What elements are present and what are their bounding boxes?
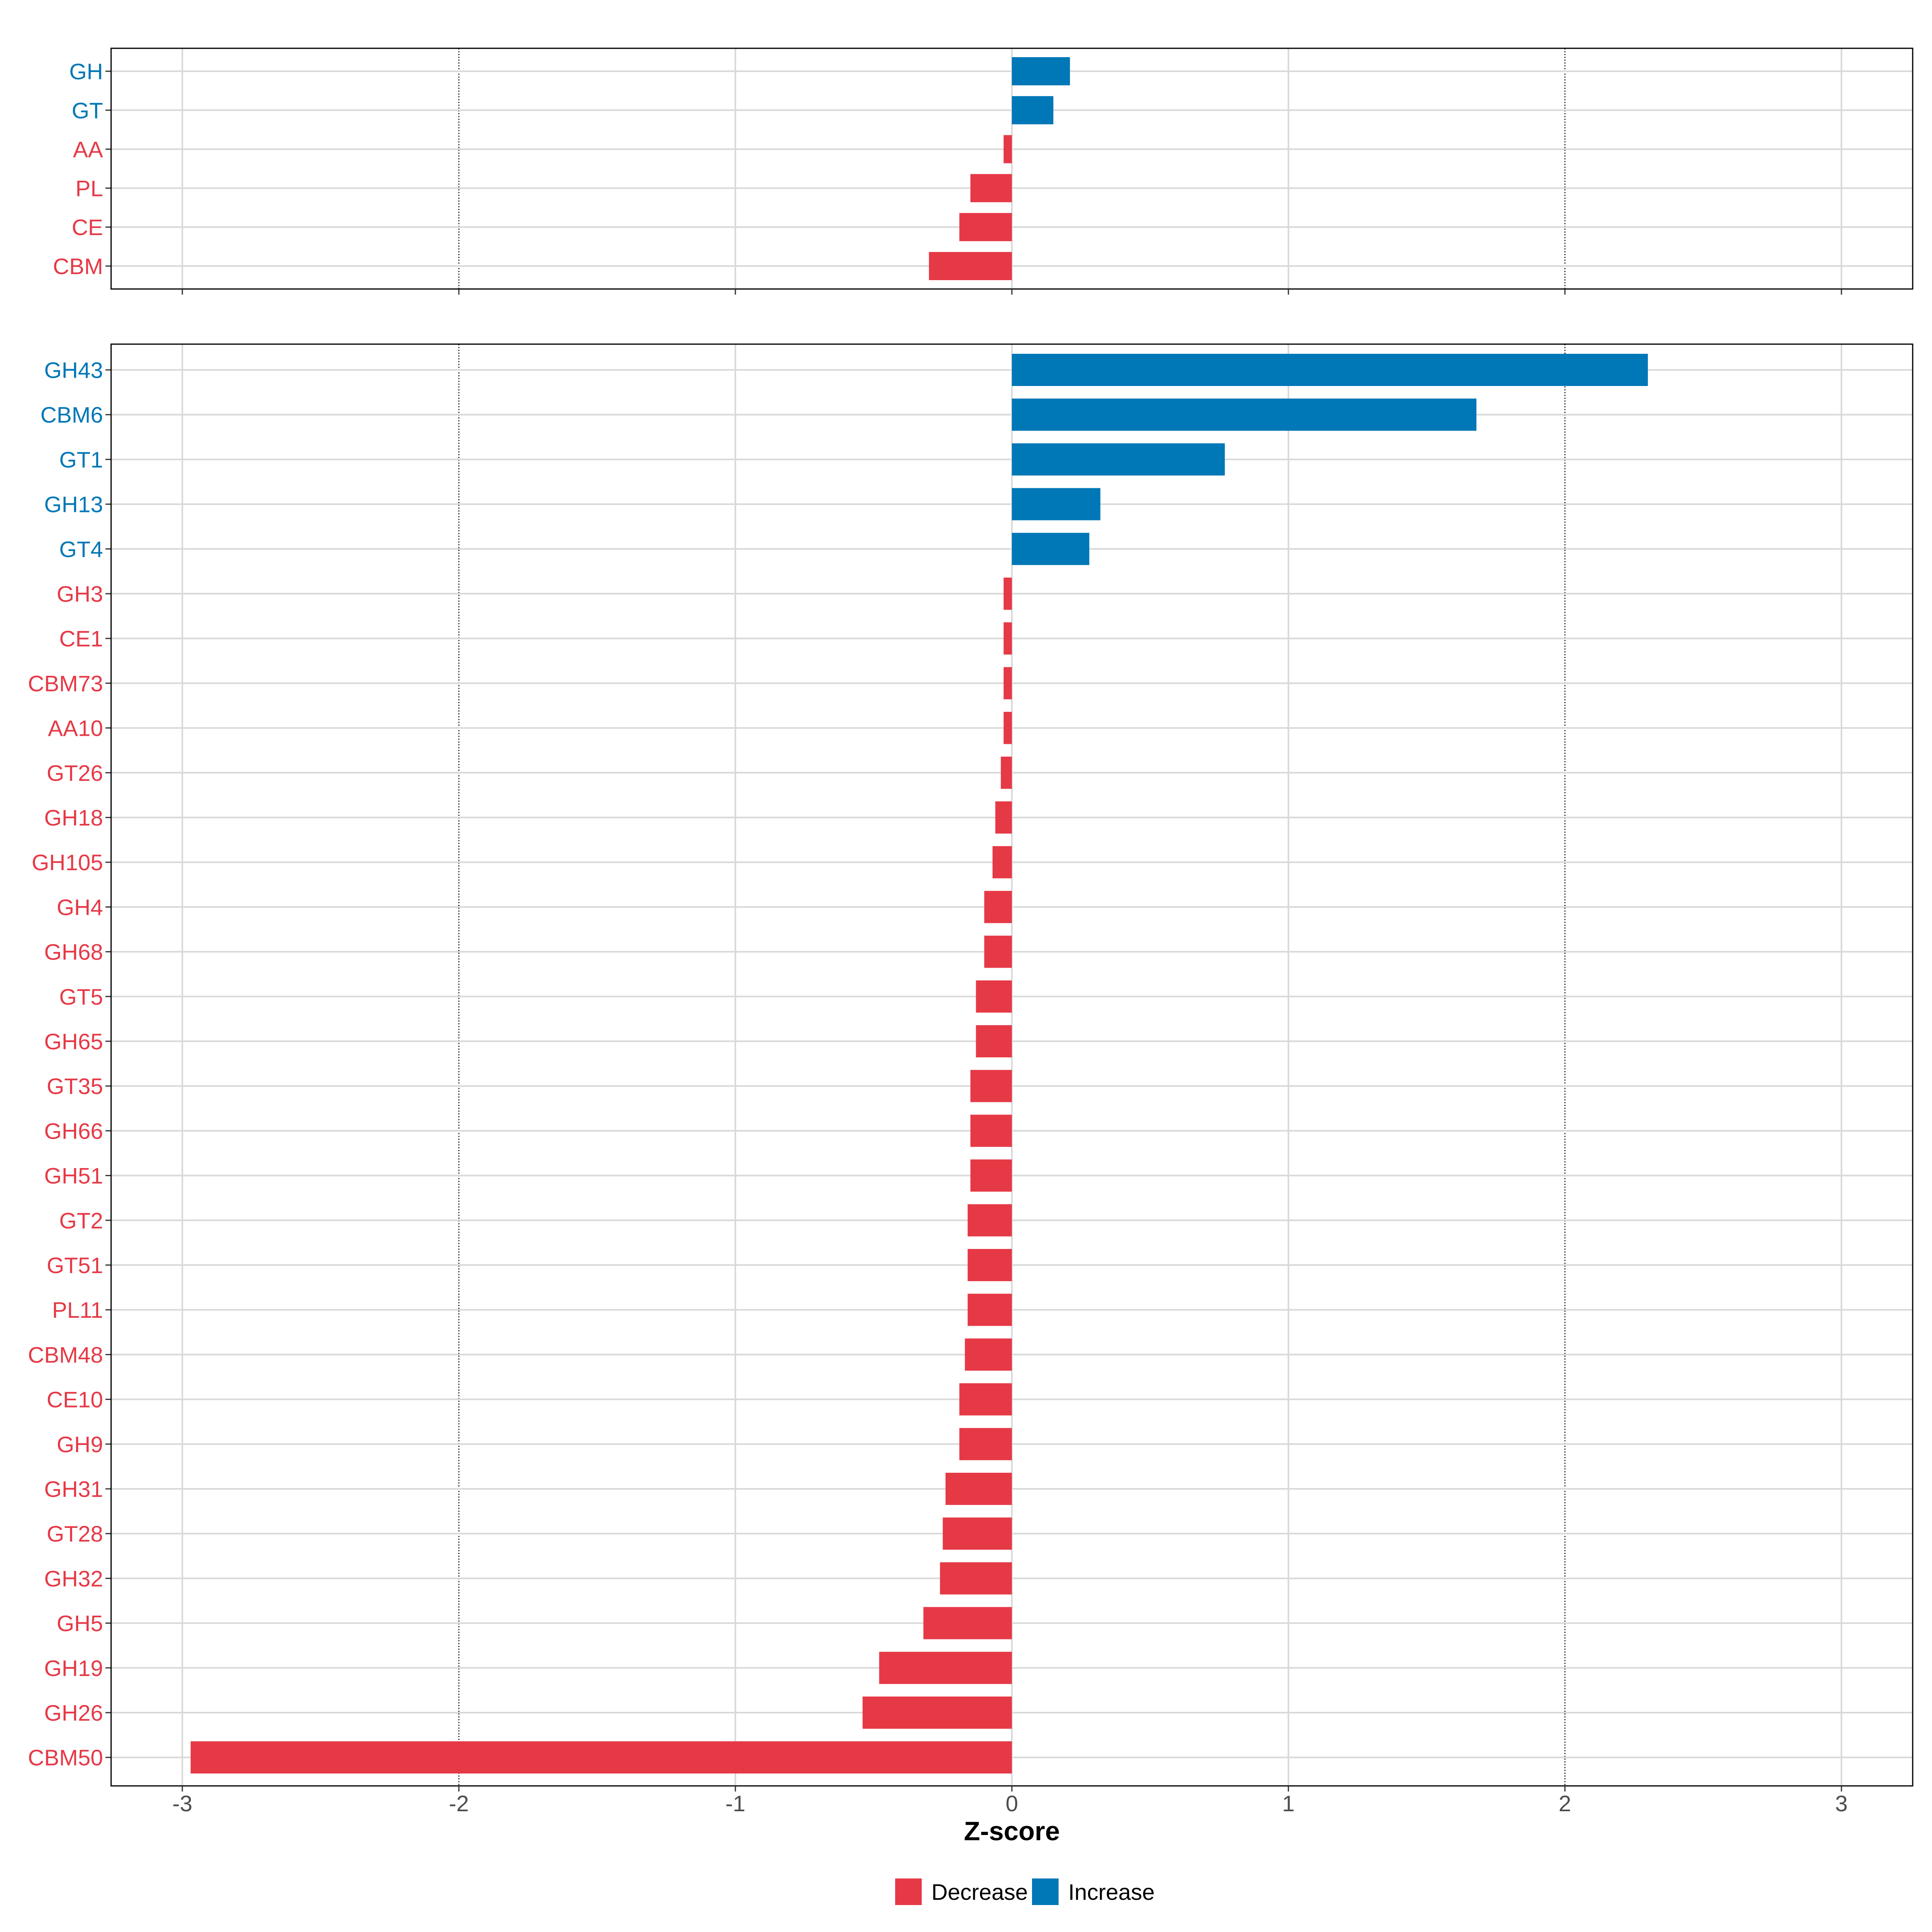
category-label-gh4: GH4	[57, 894, 103, 920]
bar-gh32[interactable]	[940, 1562, 1012, 1595]
category-label-ce10: CE10	[47, 1387, 103, 1412]
category-label-gh18: GH18	[44, 805, 103, 830]
panel-family: GH43 CBM6 GT1 GH13 GT4 GH3 CE1 CBM73 AA10 GT26 GH1…	[28, 343, 1913, 1792]
x-tick-label: -1	[725, 1791, 745, 1816]
bar-gt[interactable]	[1012, 96, 1054, 124]
category-label-gh68: GH68	[44, 939, 103, 965]
bar-gh26[interactable]	[863, 1697, 1012, 1729]
category-label-gh66: GH66	[44, 1118, 103, 1144]
category-label-gh5: GH5	[57, 1611, 103, 1636]
x-tick-label: 0	[1005, 1791, 1018, 1816]
bar-ce1[interactable]	[1003, 622, 1012, 655]
category-label-gh: GH	[69, 59, 103, 84]
bar-gt2[interactable]	[968, 1204, 1012, 1236]
x-tick-label: 3	[1835, 1791, 1847, 1816]
category-label-ce: CE	[72, 215, 103, 240]
category-label-cbm6: CBM6	[40, 402, 103, 427]
category-label-pl: PL	[76, 175, 103, 201]
category-label-gt5: GT5	[59, 984, 103, 1009]
category-label-gh3: GH3	[57, 581, 103, 607]
bar-gh68[interactable]	[984, 935, 1012, 968]
x-axis: -3 -2 -1 0 1 2 3	[172, 1791, 1847, 1816]
bar-cbm48[interactable]	[965, 1338, 1012, 1371]
legend-label: Decrease	[931, 1879, 1028, 1905]
category-label-gt: GT	[72, 98, 103, 123]
category-label-gt1: GT1	[59, 447, 103, 472]
category-label-gh19: GH19	[44, 1655, 103, 1681]
category-label-gh43: GH43	[44, 357, 103, 383]
category-label-gh65: GH65	[44, 1029, 103, 1054]
bar-ce[interactable]	[959, 213, 1012, 242]
category-label-gt35: GT35	[47, 1073, 103, 1099]
category-label-gt2: GT2	[59, 1208, 103, 1233]
category-label-gh32: GH32	[44, 1566, 103, 1591]
bar-gt28[interactable]	[943, 1517, 1012, 1550]
bar-gt35[interactable]	[970, 1070, 1012, 1102]
bar-cbm6[interactable]	[1012, 398, 1477, 431]
legend-item-increase[interactable]: Increase	[1032, 1878, 1155, 1905]
bar-gh51[interactable]	[970, 1159, 1012, 1192]
bar-gh13[interactable]	[1012, 488, 1100, 520]
category-label-gt28: GT28	[47, 1521, 103, 1546]
category-label-gt4: GT4	[59, 537, 103, 562]
category-label-cbm: CBM	[53, 254, 103, 279]
category-label-gt51: GT51	[47, 1253, 103, 1278]
bar-gh[interactable]	[1012, 57, 1070, 85]
x-axis-title: Z-score	[964, 1816, 1060, 1846]
category-label-ce1: CE1	[59, 626, 103, 651]
bar-gt5[interactable]	[976, 980, 1012, 1013]
category-label-cbm48: CBM48	[28, 1342, 103, 1367]
bar-gh31[interactable]	[945, 1473, 1012, 1505]
bar-gh105[interactable]	[992, 846, 1012, 879]
bar-gt51[interactable]	[968, 1249, 1012, 1281]
bar-ce10[interactable]	[959, 1383, 1012, 1416]
bar-gh4[interactable]	[984, 891, 1012, 923]
bar-aa10[interactable]	[1003, 712, 1012, 744]
bar-gt4[interactable]	[1012, 533, 1090, 565]
legend-swatch	[895, 1878, 922, 1905]
category-label-pl11: PL11	[52, 1297, 103, 1323]
bar-cbm[interactable]	[929, 252, 1012, 280]
category-label-gh9: GH9	[57, 1432, 103, 1457]
bar-gh65[interactable]	[976, 1025, 1012, 1057]
x-tick-label: -2	[449, 1791, 469, 1816]
legend[interactable]: Decrease Increase	[895, 1878, 1155, 1905]
bar-gh66[interactable]	[970, 1115, 1012, 1147]
category-label-aa10: AA10	[48, 716, 103, 741]
legend-swatch	[1032, 1878, 1059, 1905]
bar-gh9[interactable]	[959, 1428, 1012, 1460]
category-label-gt26: GT26	[47, 760, 103, 786]
legend-label: Increase	[1068, 1879, 1155, 1905]
category-label-gh26: GH26	[44, 1700, 103, 1726]
bar-gh3[interactable]	[1003, 578, 1012, 610]
bar-gh19[interactable]	[879, 1651, 1012, 1684]
category-label-cbm50: CBM50	[28, 1745, 103, 1770]
category-label-gh13: GH13	[44, 492, 103, 517]
bar-pl11[interactable]	[968, 1294, 1012, 1326]
category-label-gh105: GH105	[32, 850, 103, 875]
bar-gt1[interactable]	[1012, 443, 1225, 476]
category-label-aa: AA	[73, 137, 103, 162]
bar-gh5[interactable]	[923, 1607, 1012, 1639]
bar-cbm73[interactable]	[1003, 667, 1012, 700]
bar-gh18[interactable]	[995, 801, 1012, 834]
x-tick-label: 1	[1282, 1791, 1294, 1816]
bar-gt26[interactable]	[1001, 756, 1012, 789]
category-label-cbm73: CBM73	[28, 671, 103, 696]
bar-aa[interactable]	[1003, 135, 1012, 163]
category-label-gh31: GH31	[44, 1476, 103, 1502]
x-tick-label: 2	[1558, 1791, 1571, 1816]
category-label-gh51: GH51	[44, 1163, 103, 1189]
bar-pl[interactable]	[970, 174, 1012, 202]
legend-item-decrease[interactable]: Decrease	[895, 1878, 1028, 1905]
x-tick-label: -3	[172, 1791, 192, 1816]
panel-class: GH GT AA PL CE CBM	[53, 47, 1913, 295]
bar-cbm50[interactable]	[190, 1741, 1012, 1774]
bar-gh43[interactable]	[1012, 354, 1648, 386]
